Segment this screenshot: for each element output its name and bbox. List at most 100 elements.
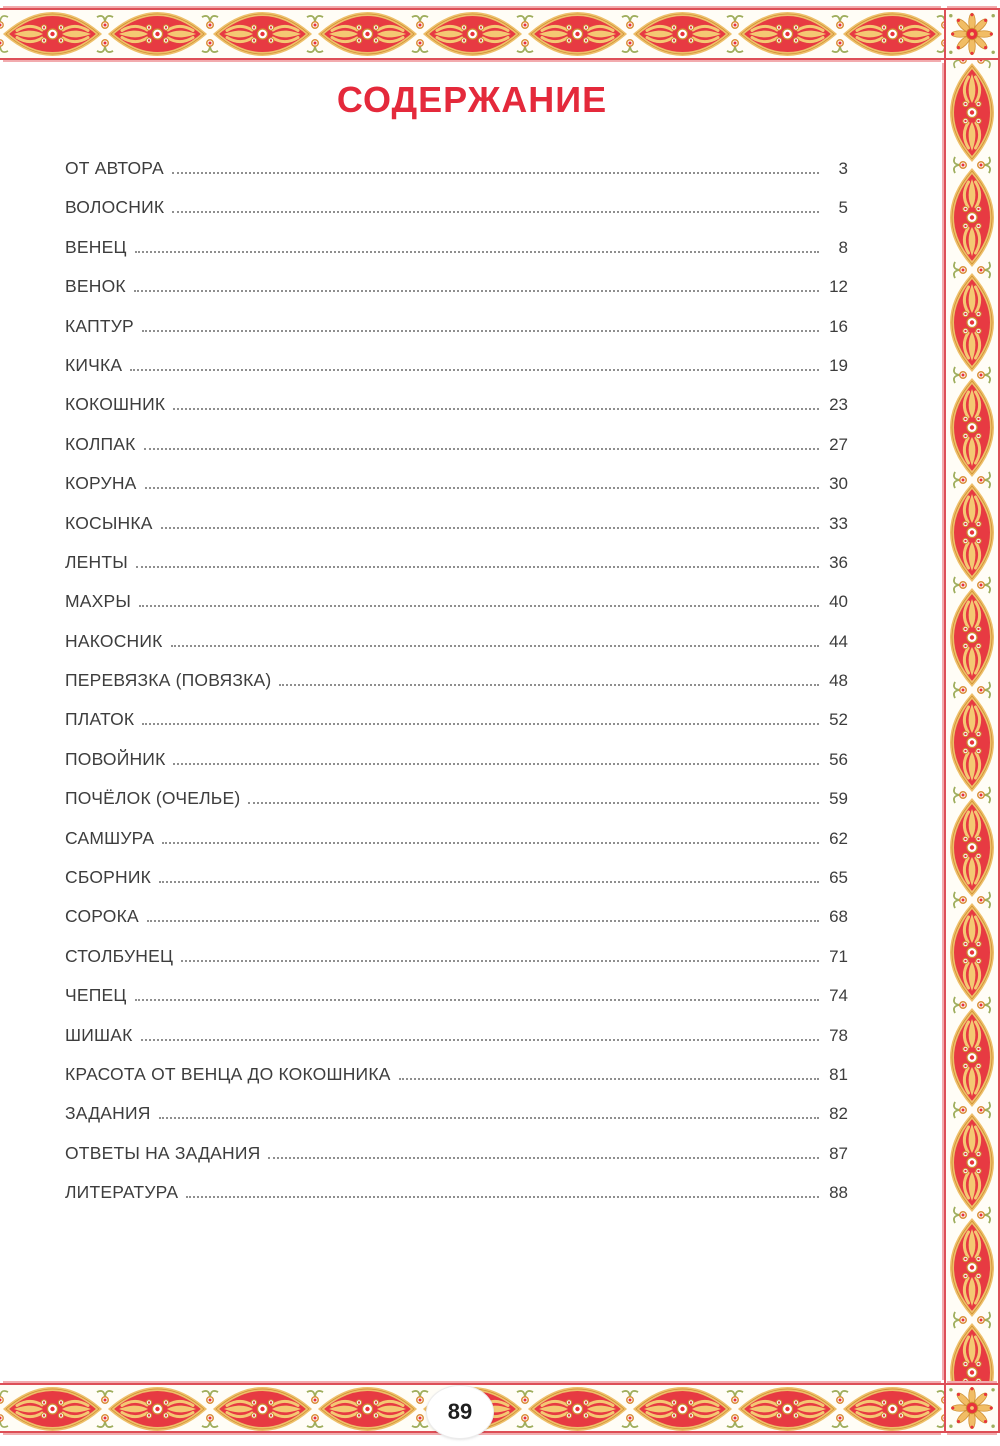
ornament-band-top [0, 12, 944, 56]
dot-leader [162, 841, 819, 844]
dot-leader [133, 290, 819, 293]
toc-row: ПОВОЙНИК 56 [65, 749, 848, 788]
toc-entry-label: ПОВОЙНИК [65, 748, 166, 769]
toc-entry-label: ВЕНЕЦ [65, 236, 127, 257]
dot-leader [398, 1077, 819, 1080]
toc-entry-label: ПОЧЁЛОК (ОЧЕЛЬЕ) [65, 788, 241, 809]
ornament-band-right [950, 60, 994, 1383]
toc-entry-label: ВОЛОСНИК [65, 197, 165, 218]
toc-entry-label: СБОРНИК [65, 867, 152, 888]
toc-row: САМШУРА 62 [65, 828, 848, 867]
dot-leader [181, 959, 819, 962]
toc-row: ШИШАК 78 [65, 1025, 848, 1064]
toc-row: ВЕНОК 12 [65, 276, 848, 315]
toc-entry-page: 87 [829, 1143, 848, 1163]
toc-row: ЛЕНТЫ 36 [65, 552, 848, 591]
toc-entry-label: ЛИТЕРАТУРА [65, 1182, 179, 1203]
toc-row: ОТ АВТОРА 3 [65, 158, 848, 197]
toc-entry-page: 62 [829, 828, 848, 848]
toc-entry-label: КОСЫНКА [65, 512, 153, 533]
page-title: СОДЕРЖАНИЕ [336, 79, 608, 120]
toc-entry-page: 52 [829, 710, 848, 730]
toc-row: ВЕНЕЦ 8 [65, 237, 848, 276]
toc-row: ЛИТЕРАТУРА 88 [65, 1182, 848, 1221]
toc-entry-label: КРАСОТА ОТ ВЕНЦА ДО КОКОШНИКА [65, 1063, 391, 1084]
toc-entry-page: 74 [829, 986, 848, 1006]
toc-entry-label: СТОЛБУНЕЦ [65, 945, 174, 966]
toc-entry-page: 40 [829, 592, 848, 612]
toc-entry-label: КИЧКА [65, 354, 123, 375]
toc-entry-label: КОЛПАК [65, 433, 136, 454]
toc-entry-page: 3 [838, 159, 848, 178]
dot-leader [130, 368, 819, 371]
dot-leader [142, 723, 819, 726]
dot-leader [248, 802, 819, 805]
toc-entry-page: 12 [829, 277, 848, 297]
toc-entry-label: КАПТУР [65, 315, 134, 336]
toc-entry-label: ПЛАТОК [65, 709, 135, 730]
toc-entry-label: КОКОШНИК [65, 394, 166, 415]
toc-entry-page: 30 [829, 474, 848, 494]
toc-entry-page: 5 [838, 198, 848, 218]
toc-entry-page: 71 [829, 946, 848, 966]
toc-entry-page: 68 [829, 907, 848, 927]
corner-rosette-top-right-icon [944, 8, 1000, 60]
toc-entry-label: КОРУНА [65, 473, 137, 494]
toc-entry-page: 44 [829, 631, 848, 651]
toc-entry-label: ОТВЕТЫ НА ЗАДАНИЯ [65, 1142, 261, 1163]
dot-leader [158, 1117, 819, 1120]
toc-row: ПЕРЕВЯЗКА (ПОВЯЗКА) 48 [65, 670, 848, 709]
toc-row: КАПТУР 16 [65, 316, 848, 355]
dot-leader [134, 250, 819, 253]
toc-entry-page: 65 [829, 868, 848, 888]
toc-entry-page: 56 [829, 749, 848, 769]
toc-entry-page: 59 [829, 789, 848, 809]
dot-leader [146, 920, 819, 923]
toc-row: КОЛПАК 27 [65, 434, 848, 473]
ornament-border-top [0, 8, 944, 60]
toc-entry-label: ЗАДАНИЯ [65, 1103, 151, 1124]
toc-row: ВОЛОСНИК 5 [65, 197, 848, 236]
toc-entry-page: 88 [829, 1183, 848, 1203]
dot-leader [160, 526, 819, 529]
toc-row: МАХРЫ 40 [65, 591, 848, 630]
dot-leader [135, 565, 819, 568]
dot-leader [186, 1196, 819, 1199]
toc-row: НАКОСНИК 44 [65, 631, 848, 670]
dot-leader [159, 881, 819, 884]
toc-entry-label: ЛЕНТЫ [65, 551, 128, 572]
toc-row: КОРУНА 30 [65, 473, 848, 512]
toc-row: ПЛАТОК 52 [65, 709, 848, 748]
dot-leader [144, 487, 819, 490]
toc-entry-page: 81 [829, 1064, 848, 1084]
ornament-border-right [944, 60, 1000, 1383]
toc-row: КОКОШНИК 23 [65, 394, 848, 433]
toc-entry-page: 78 [829, 1025, 848, 1045]
toc-list: ОТ АВТОРА 3 ВОЛОСНИК 5 ВЕНЕЦ 8 ВЕНОК 12 КАПТУР 16… [65, 158, 848, 1222]
toc-row: ОТВЕТЫ НА ЗАДАНИЯ 87 [65, 1143, 848, 1182]
toc-row: КИЧКА 19 [65, 355, 848, 394]
dot-leader [173, 762, 819, 765]
dot-leader [134, 999, 819, 1002]
toc-row: СБОРНИК 65 [65, 867, 848, 906]
dot-leader [170, 644, 819, 647]
toc-row: КОСЫНКА 33 [65, 513, 848, 552]
toc-entry-label: ШИШАК [65, 1024, 133, 1045]
dot-leader [141, 329, 819, 332]
toc-row: ПОЧЁЛОК (ОЧЕЛЬЕ) 59 [65, 788, 848, 827]
toc-row: СТОЛБУНЕЦ 71 [65, 946, 848, 985]
toc-entry-page: 16 [829, 316, 848, 336]
toc-entry-page: 33 [829, 513, 848, 533]
toc-entry-label: НАКОСНИК [65, 630, 163, 651]
dot-leader [279, 684, 819, 687]
toc-entry-page: 48 [829, 671, 848, 691]
toc-entry-page: 8 [838, 237, 848, 257]
toc-entry-label: МАХРЫ [65, 591, 132, 612]
dot-leader [140, 1038, 819, 1041]
toc-entry-label: САМШУРА [65, 827, 155, 848]
dot-leader [172, 211, 819, 214]
page-number-badge: 89 [427, 1386, 493, 1438]
toc-entry-page: 19 [829, 355, 848, 375]
dot-leader [171, 172, 819, 174]
